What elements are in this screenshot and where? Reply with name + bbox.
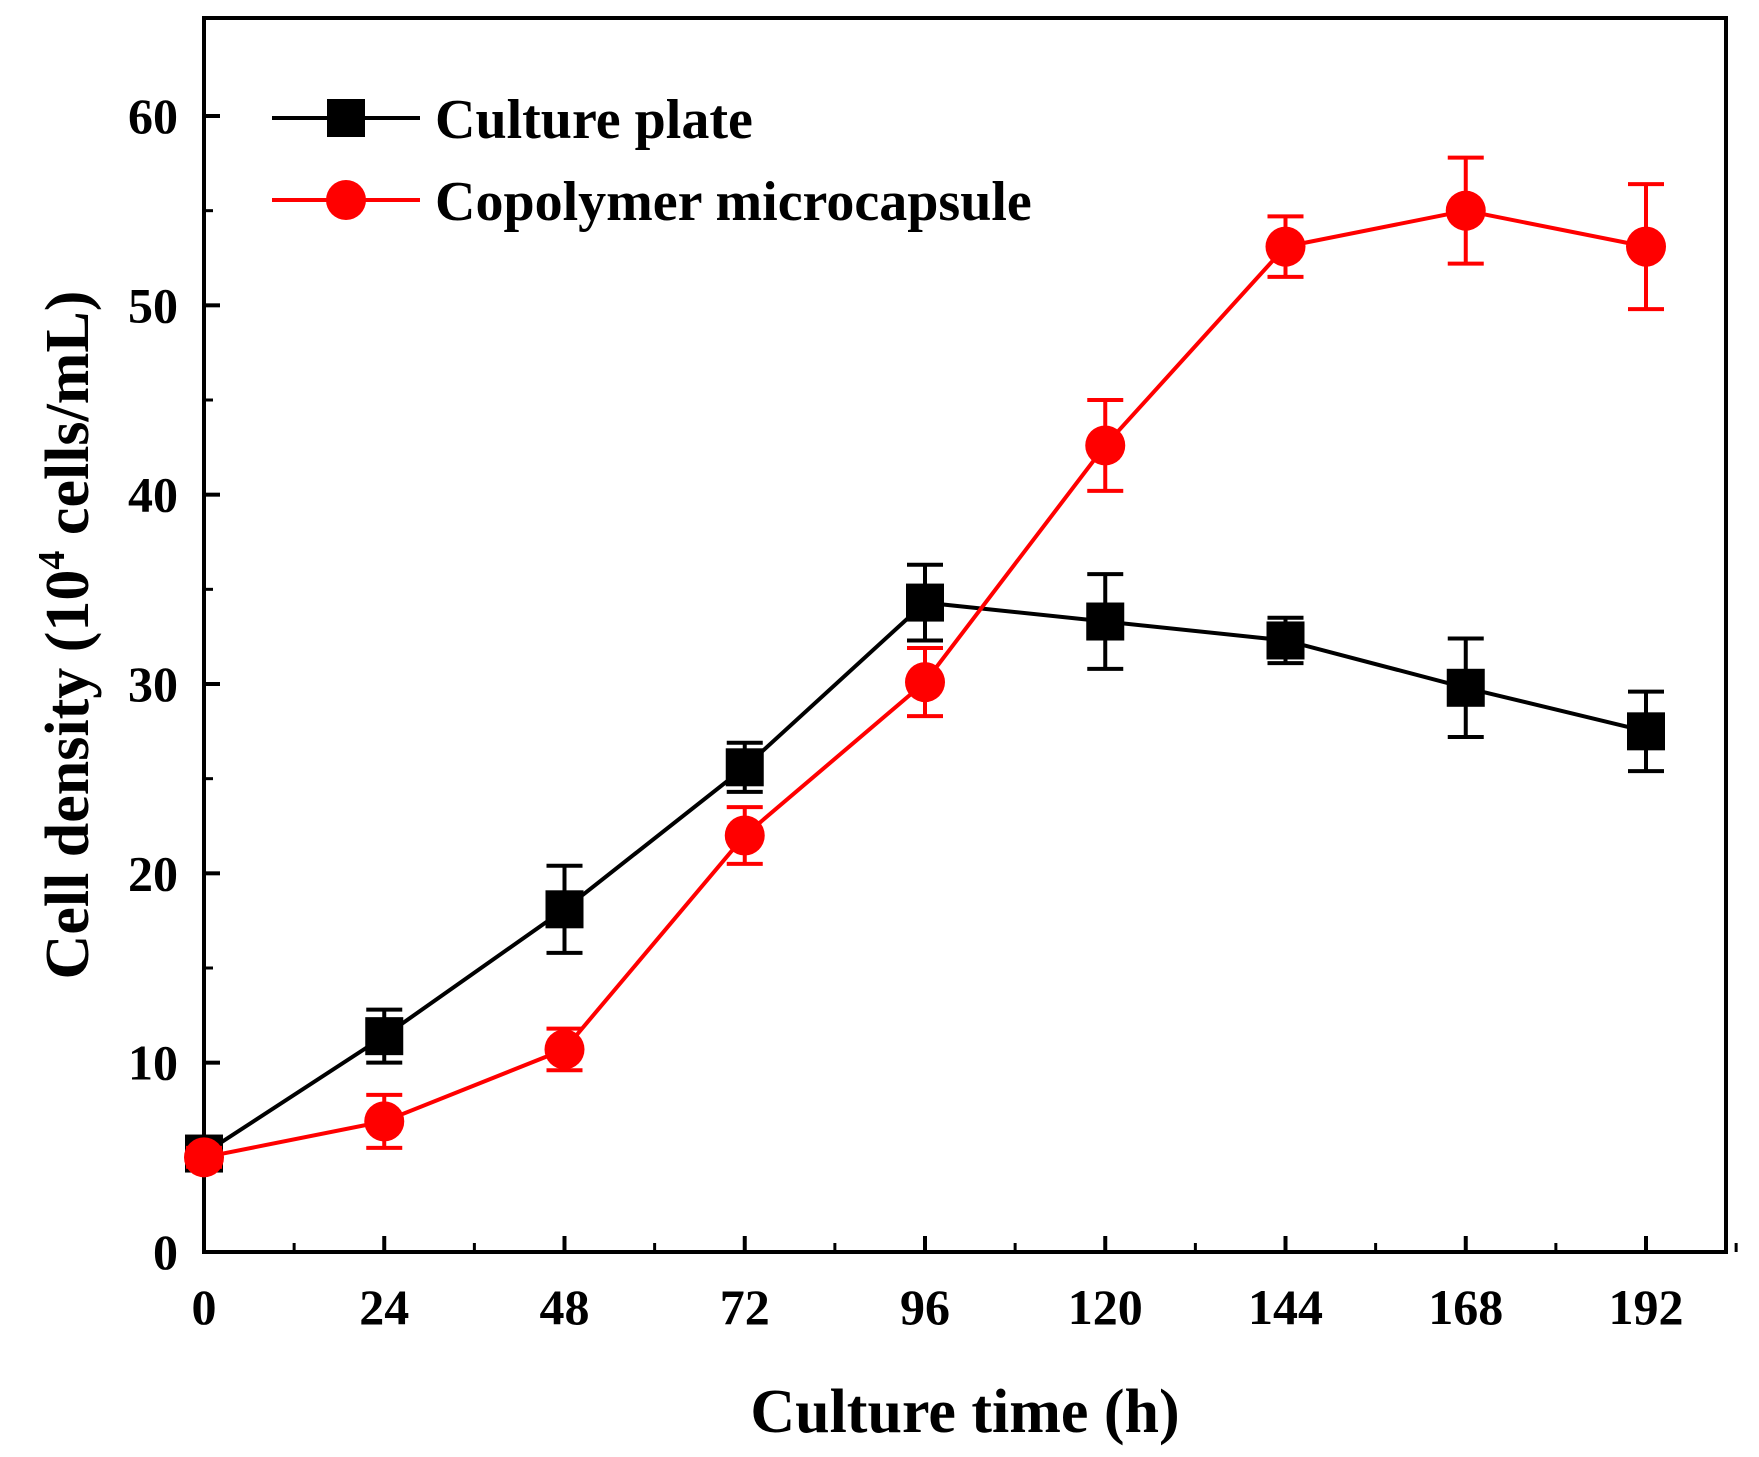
legend-item-culture-plate: Culture plate (272, 89, 753, 151)
data-point-circle (724, 815, 765, 856)
data-point-square (906, 583, 944, 622)
data-point-square (1086, 602, 1125, 641)
plot-frame (202, 16, 1728, 1254)
x-tick-label: 72 (720, 1279, 770, 1335)
data-point-square (1627, 712, 1665, 751)
data-point-circle (1626, 226, 1666, 267)
data-point-circle (905, 662, 945, 703)
x-tick-label: 144 (1248, 1279, 1323, 1335)
x-tick-label: 168 (1428, 1279, 1503, 1335)
legend-label-copolymer-microcapsule: Copolymer microcapsule (435, 171, 1032, 233)
y-tick-label: 20 (128, 845, 178, 901)
x-tick-label: 96 (900, 1279, 950, 1335)
x-tick-label: 24 (359, 1279, 409, 1335)
legend-marker-square (327, 99, 365, 137)
data-point-square (365, 1017, 404, 1056)
y-tick-label: 10 (128, 1035, 178, 1091)
data-point-circle (1265, 226, 1306, 267)
data-point-circle (184, 1137, 224, 1178)
x-tick-label: 48 (540, 1279, 590, 1335)
data-point-square (725, 748, 764, 787)
legend-item-copolymer-microcapsule: Copolymer microcapsule (272, 171, 1032, 233)
x-tick-label: 0 (192, 1279, 217, 1335)
y-tick-label: 40 (128, 467, 178, 523)
series-layer (184, 155, 1666, 1178)
x-tick-label: 192 (1609, 1279, 1684, 1335)
series-copolymer-microcapsule (184, 155, 1666, 1178)
x-axis-title: Culture time (h) (750, 1378, 1179, 1446)
legend-label-culture-plate: Culture plate (435, 89, 753, 151)
data-point-square (545, 890, 584, 929)
axis-ticks (204, 114, 1738, 1252)
data-point-square (1446, 668, 1485, 707)
data-point-circle (1085, 425, 1126, 466)
data-point-circle (364, 1101, 405, 1142)
y-tick-label: 0 (153, 1224, 178, 1280)
data-point-circle (544, 1029, 585, 1070)
y-axis-title: Cell density (104 cells/mL) (31, 291, 102, 980)
legend-marker-circle (326, 180, 366, 220)
x-tick-label: 120 (1068, 1279, 1143, 1335)
y-tick-label: 30 (128, 656, 178, 712)
legend: Culture plate Copolymer microcapsule (272, 89, 1032, 233)
data-point-circle (1445, 190, 1486, 231)
data-point-square (1266, 621, 1305, 660)
y-tick-labels: 0 10 20 30 40 50 60 (128, 88, 178, 1280)
y-tick-label: 60 (128, 88, 178, 144)
x-tick-labels: 0 24 48 72 96 120 144 168 192 (192, 1279, 1684, 1335)
y-tick-label: 50 (128, 277, 178, 333)
